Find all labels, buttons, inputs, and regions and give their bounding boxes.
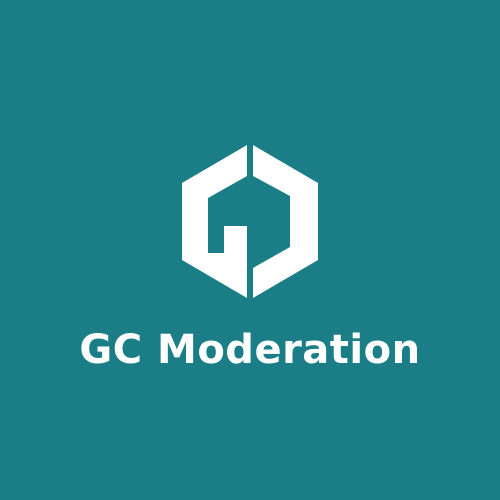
logo-right-half [253,145,318,298]
logo-left-half [182,145,247,298]
brand-name: GC Moderation [79,327,421,373]
